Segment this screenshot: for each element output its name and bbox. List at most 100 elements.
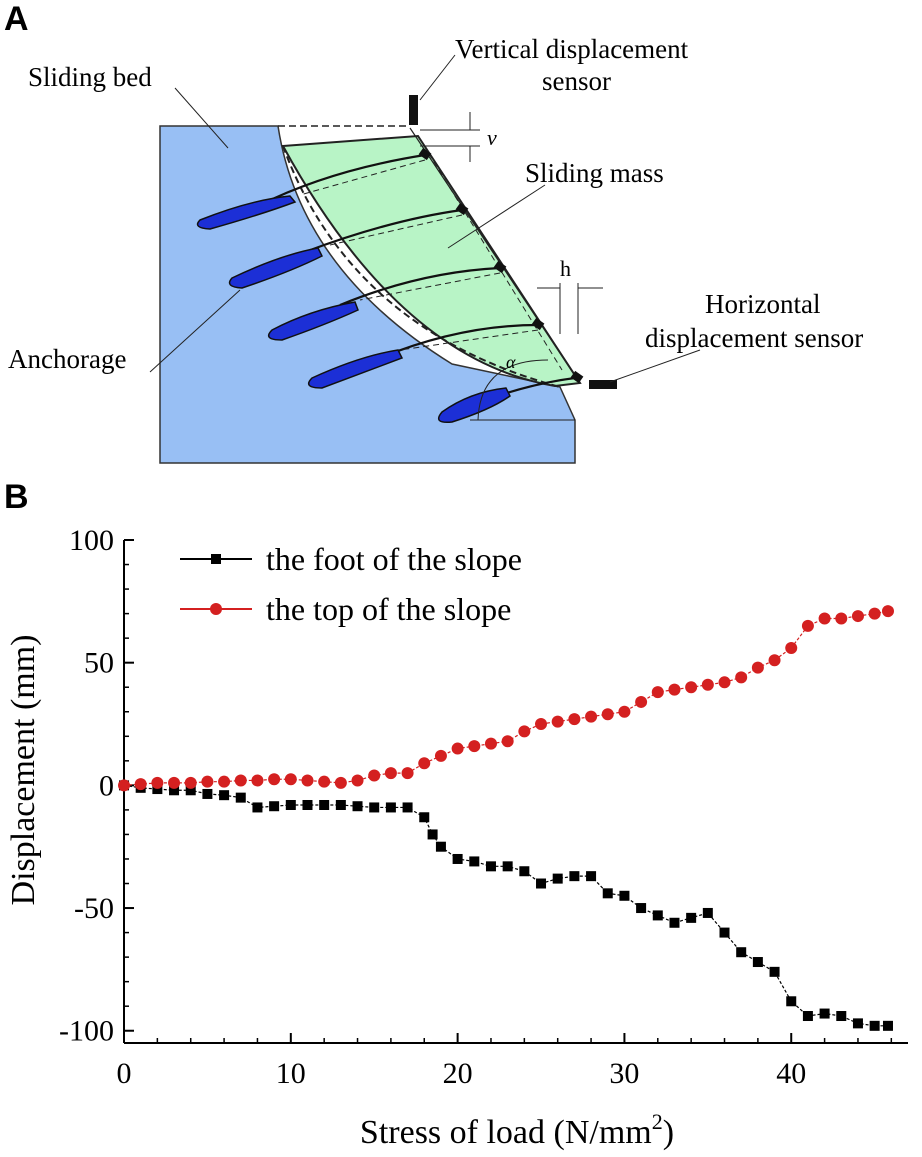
data-point-foot	[586, 871, 597, 882]
data-point-top	[551, 715, 564, 728]
data-point-foot	[152, 784, 163, 795]
data-point-top	[268, 773, 281, 786]
data-point-top	[601, 708, 614, 721]
legend-marker	[210, 603, 222, 615]
data-point-foot	[836, 1011, 847, 1022]
data-point-top	[635, 695, 648, 708]
data-point-foot	[652, 910, 663, 921]
data-point-top	[301, 774, 314, 787]
data-point-top	[535, 718, 548, 731]
data-point-top	[568, 713, 581, 726]
y-tick-label: -100	[59, 1015, 114, 1048]
data-point-top	[334, 776, 347, 789]
legend: the foot of the slope the top of the slop…	[180, 541, 522, 627]
x-axis-label-end: )	[663, 1114, 674, 1151]
sliding-mass-label: Sliding mass	[525, 158, 664, 188]
data-point-top	[184, 776, 197, 789]
x-tick-label: 0	[117, 1057, 132, 1090]
data-point-foot	[769, 966, 780, 977]
data-point-foot	[419, 812, 430, 823]
alpha-label: α	[506, 352, 516, 372]
data-point-foot	[552, 873, 563, 884]
data-point-top	[835, 612, 848, 625]
series-line-2	[123, 610, 889, 786]
data-point-top	[251, 774, 264, 787]
data-point-top	[468, 740, 481, 753]
data-point-top	[751, 661, 764, 674]
x-tick-label: 40	[776, 1057, 806, 1090]
data-point-foot	[369, 802, 380, 813]
x-axis-label-sup: 2	[652, 1109, 663, 1134]
data-point-foot	[352, 801, 363, 812]
data-point-top	[201, 775, 214, 788]
data-point-foot	[869, 1020, 880, 1031]
panel-b-letter: B	[4, 478, 29, 516]
y-axis-label: Displacement (mm)	[5, 635, 42, 906]
data-point-foot	[669, 917, 680, 928]
anchor-dashes	[299, 159, 539, 351]
vertical-sensor-leader	[419, 54, 456, 101]
v-label: v	[487, 125, 497, 150]
legend-label: the foot of the slope	[266, 541, 522, 577]
data-point-foot	[285, 799, 296, 810]
legend-label: the top of the slope	[266, 591, 511, 627]
sliding-mass-leader	[447, 184, 546, 249]
horizontal-sensor-leader	[609, 349, 701, 383]
data-point-foot	[435, 841, 446, 852]
slope-outline	[409, 127, 579, 381]
data-point-foot	[269, 801, 280, 812]
vertical-sensor-label-1: Vertical displacement	[455, 34, 689, 64]
data-point-foot	[736, 947, 747, 958]
data-point-foot	[469, 856, 480, 867]
anchorage-label: Anchorage	[8, 344, 126, 374]
data-point-top	[768, 654, 781, 667]
data-point-top	[585, 710, 598, 723]
data-point-foot	[485, 861, 496, 872]
data-point-top	[484, 737, 497, 750]
data-point-top	[401, 767, 414, 780]
data-point-top	[668, 683, 681, 696]
sliding-bed-label: Sliding bed	[28, 62, 152, 92]
data-point-foot	[536, 878, 547, 889]
data-point-foot	[569, 871, 580, 882]
data-point-top	[368, 769, 381, 782]
data-point-top	[501, 735, 514, 748]
data-point-top	[218, 775, 231, 788]
data-point-foot	[882, 1020, 893, 1031]
data-point-top	[785, 641, 798, 654]
data-point-foot	[819, 1008, 830, 1019]
data-point-foot	[719, 927, 730, 938]
vertical-sensor-icon	[409, 95, 418, 125]
data-point-top	[151, 776, 164, 789]
data-point-top	[451, 742, 464, 755]
anchor-heads	[418, 147, 584, 384]
data-point-foot	[636, 903, 647, 914]
data-point-top	[434, 749, 447, 762]
slope-diagram: α v h Sliding bed Vertical displacement …	[8, 34, 863, 464]
slope-outline-inner	[417, 135, 563, 371]
x-tick-label: 20	[443, 1057, 473, 1090]
panel-a-letter: A	[4, 0, 29, 38]
angle-arc	[477, 359, 549, 421]
h-dimension	[537, 283, 603, 334]
data-point-foot	[619, 890, 630, 901]
anchorage-leader	[149, 289, 241, 373]
data-point-top	[118, 779, 130, 792]
y-tick-label: 50	[84, 647, 114, 680]
data-point-foot	[786, 996, 797, 1007]
vertical-sensor-label-2: sensor	[542, 66, 611, 96]
data-point-foot	[519, 866, 530, 877]
data-point-top	[168, 776, 181, 789]
data-point-top	[234, 774, 247, 787]
data-point-top	[868, 607, 881, 620]
data-point-foot	[502, 861, 513, 872]
data-point-top	[701, 678, 714, 691]
horizontal-sensor-label-2: displacement sensor	[645, 323, 863, 353]
data-point-foot	[235, 792, 246, 803]
data-point-foot	[802, 1011, 813, 1022]
y-tick-label: -50	[74, 892, 114, 925]
data-point-top	[318, 775, 331, 788]
data-point-top	[351, 774, 364, 787]
data-point-top	[881, 605, 894, 618]
data-point-top	[134, 778, 147, 791]
